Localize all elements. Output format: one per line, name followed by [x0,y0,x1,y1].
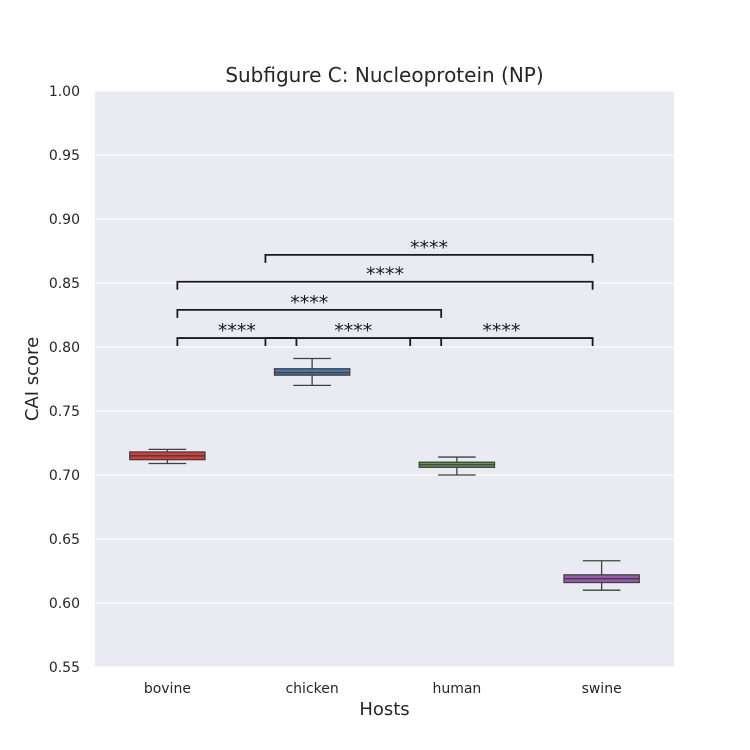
bracket-line [264,253,594,263]
y-tick-labels: 0.55 0.60 0.65 0.70 0.75 0.80 0.85 0.90 0.95 1.00 [49,84,80,676]
y-axis-label: CAI score [22,337,43,421]
x-axis-label: Hosts [359,699,409,720]
significance-label: **** [334,320,372,342]
box-swine [563,560,640,591]
box-human [418,456,496,476]
x-tick-label: swine [582,681,622,697]
bracket-line [176,308,443,318]
y-tick-label: 0.95 [49,148,80,164]
significance-bracket: **** [264,237,594,263]
box-chicken [273,357,351,387]
bracket-line [176,280,594,290]
grid-lines [95,90,674,668]
significance-label: **** [482,320,520,342]
significance-bracket: **** [264,320,443,347]
y-tick-label: 0.65 [49,532,80,548]
x-tick-label: bovine [144,681,191,697]
bracket-line [264,337,443,347]
y-tick-label: 0.90 [49,212,80,228]
y-tick-label: 0.80 [49,340,80,356]
significance-label: **** [410,237,448,259]
y-tick-label: 1.00 [49,84,80,100]
significance-label: **** [290,292,328,314]
y-tick-label: 0.55 [49,660,80,676]
x-tick-label: human [432,681,481,697]
bracket-line [409,337,594,347]
x-tick-labels: bovine chicken human swine [144,681,622,697]
x-tick-label: chicken [285,681,338,697]
significance-annotations: **** **** **** **** **** **** [176,237,594,347]
boxes [129,357,640,591]
significance-label: **** [366,264,404,286]
box-bovine [129,448,206,465]
plot-background [95,91,674,667]
y-tick-label: 0.70 [49,468,80,484]
y-tick-label: 0.85 [49,276,80,292]
y-tick-label: 0.60 [49,596,80,612]
bracket-line [176,337,298,347]
significance-bracket: **** [176,292,443,318]
y-tick-label: 0.75 [49,404,80,420]
significance-bracket: **** [409,320,594,347]
chart-title: Subfigure C: Nucleoprotein (NP) [225,63,543,87]
significance-bracket: **** [176,320,298,347]
significance-bracket: **** [176,264,594,290]
significance-label: **** [218,320,256,342]
